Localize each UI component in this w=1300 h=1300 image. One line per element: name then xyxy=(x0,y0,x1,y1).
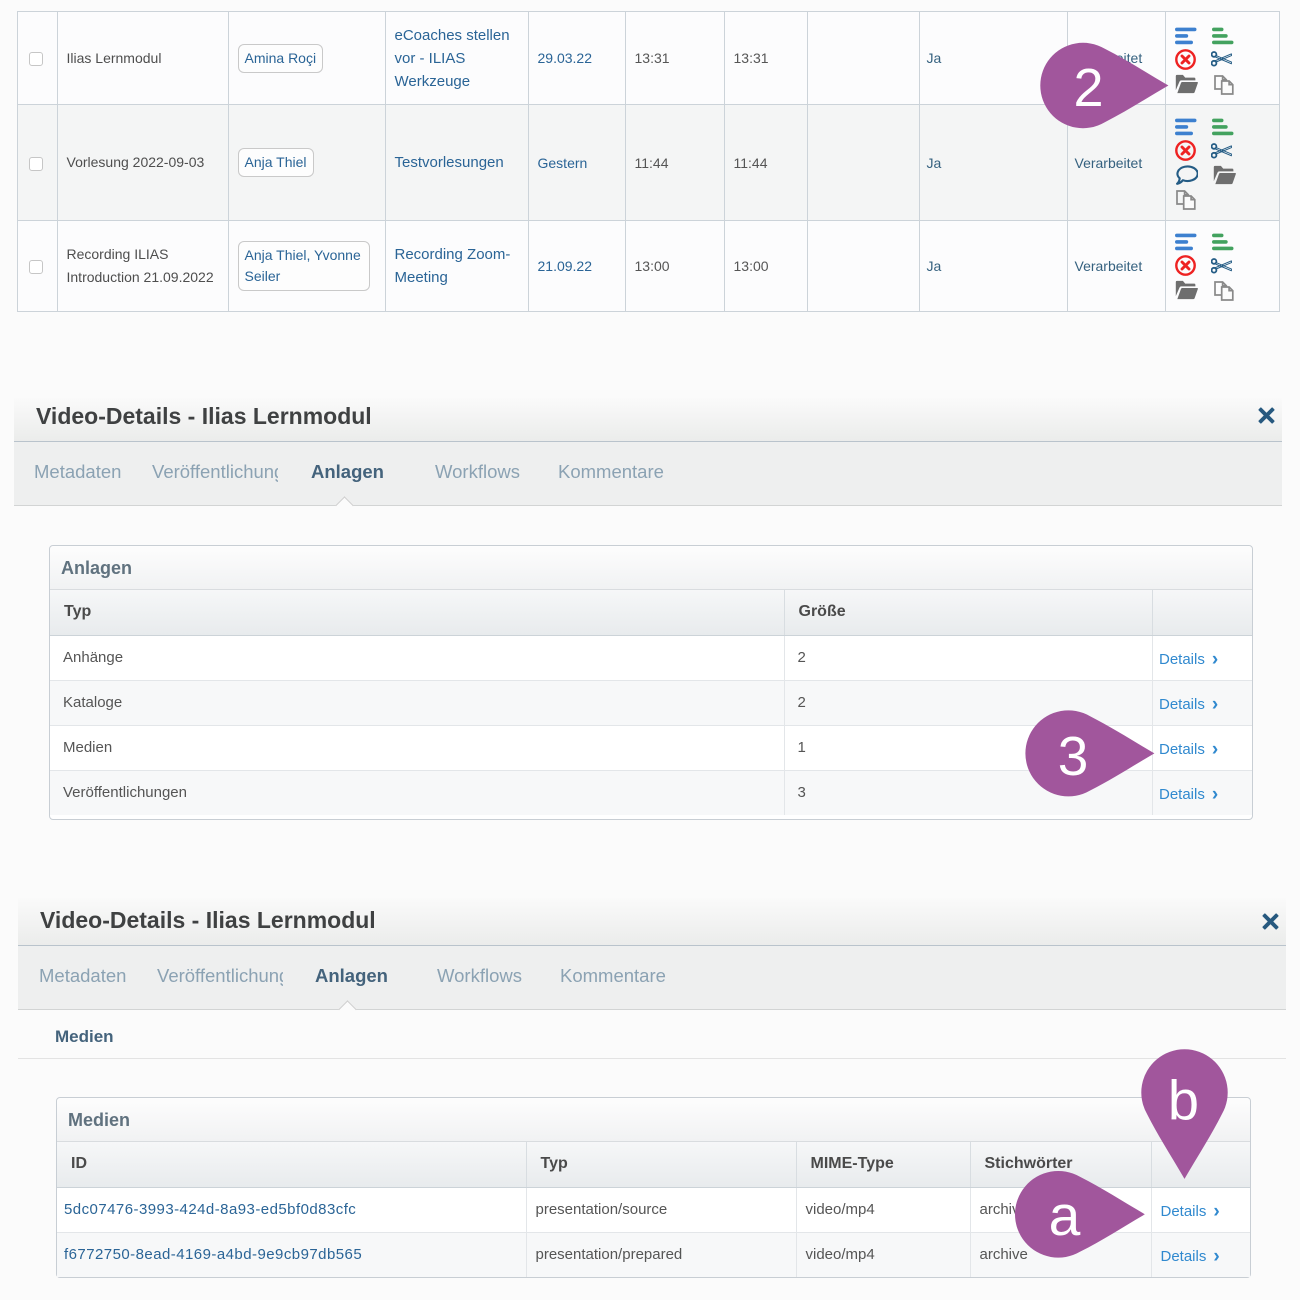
svg-text:3: 3 xyxy=(1058,725,1089,787)
svg-text:a: a xyxy=(1049,1184,1081,1248)
svg-text:b: b xyxy=(1168,1069,1199,1132)
svg-text:2: 2 xyxy=(1073,58,1103,118)
